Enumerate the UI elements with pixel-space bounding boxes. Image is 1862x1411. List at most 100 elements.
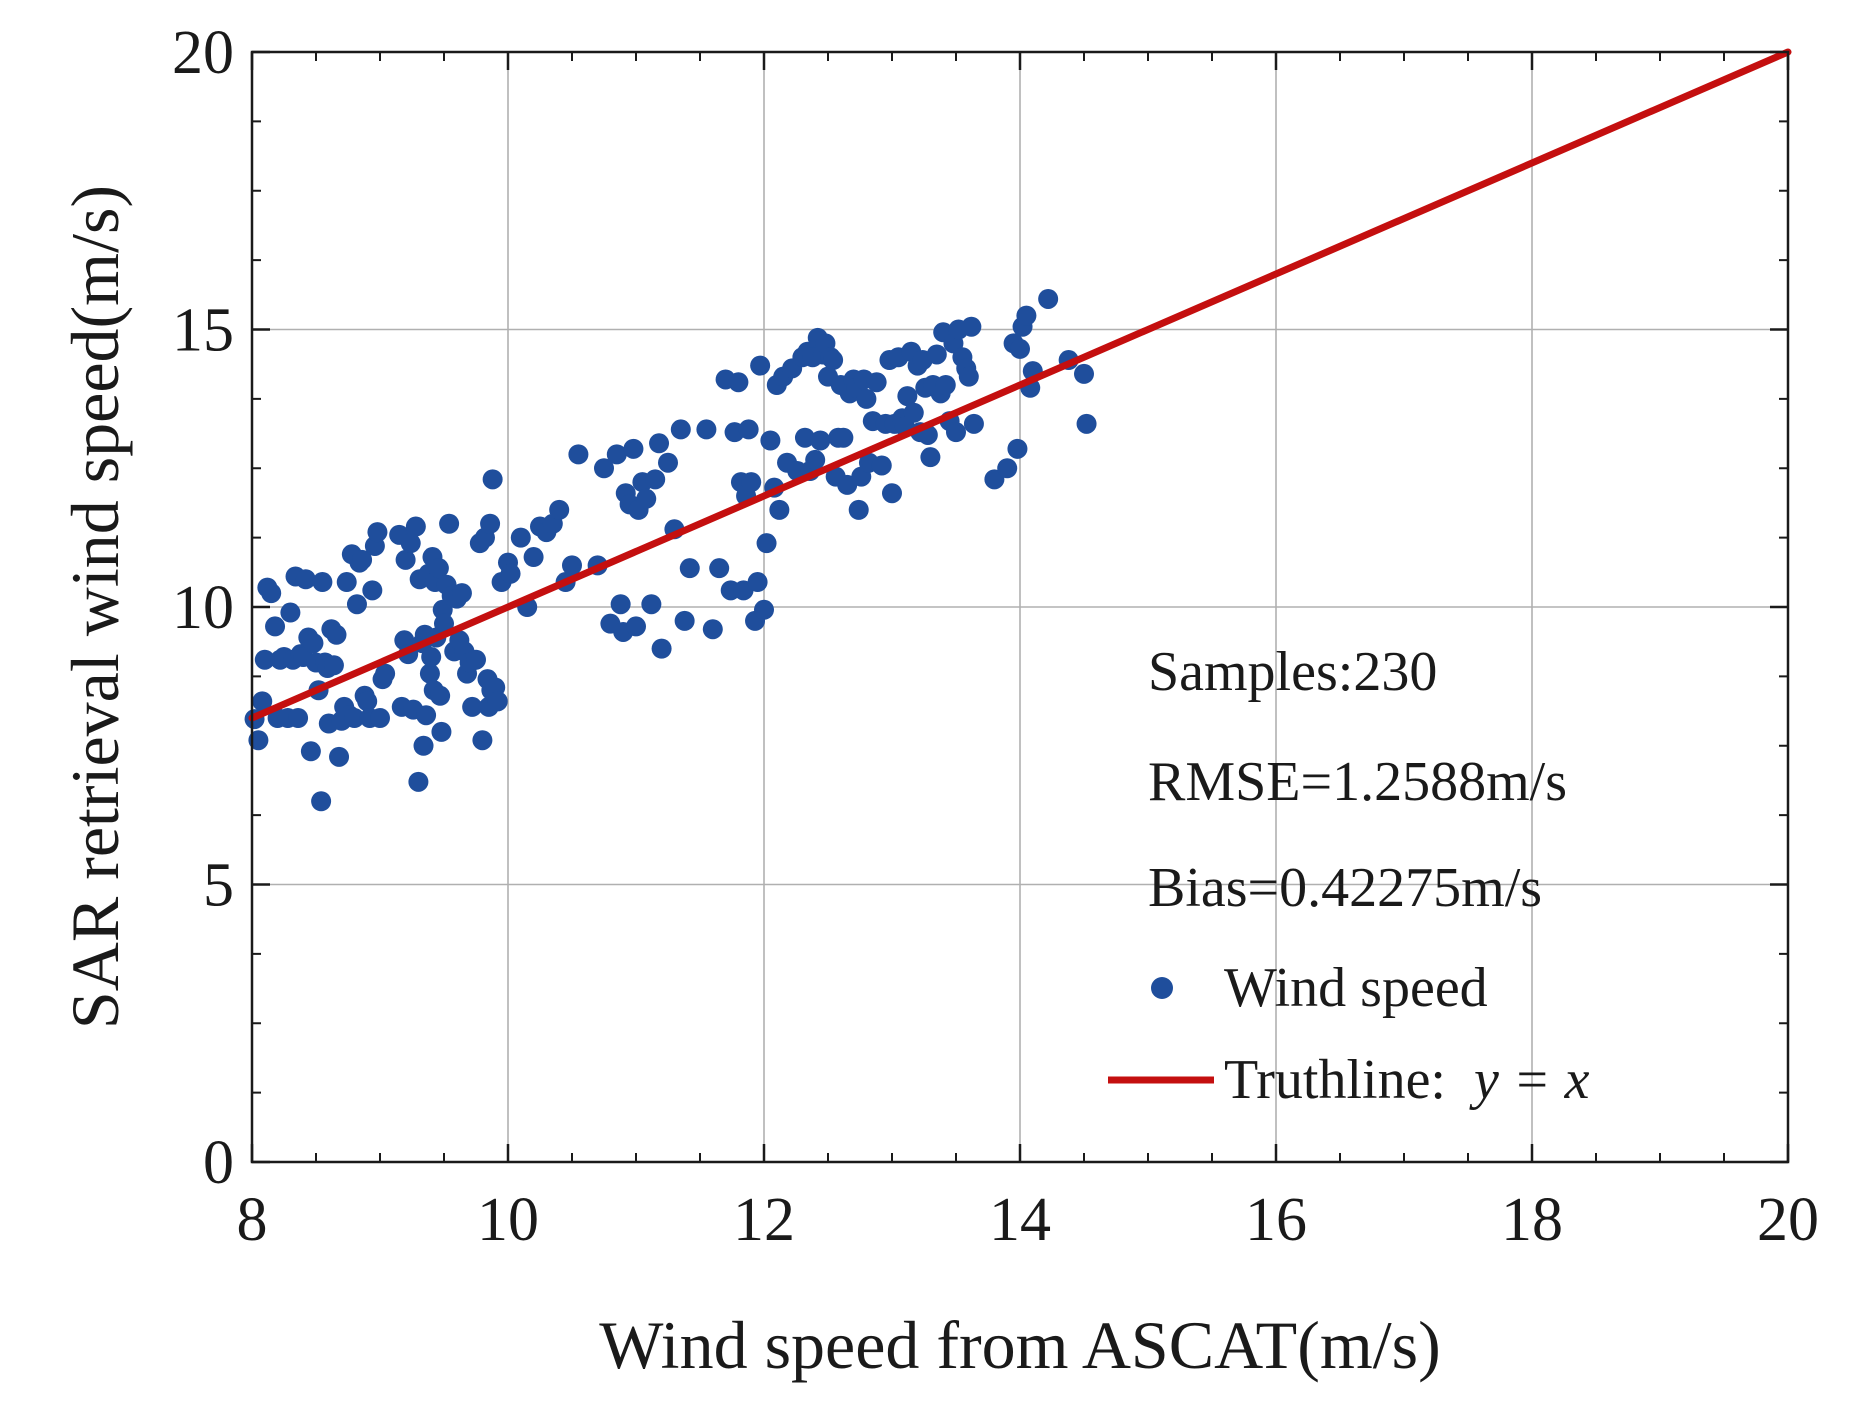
data-point: [897, 386, 918, 407]
scatter-points: [244, 288, 1097, 812]
legend-line-label: Truthline: y = x: [1224, 1049, 1590, 1111]
data-point: [523, 547, 544, 568]
data-point: [500, 563, 521, 584]
data-point: [856, 388, 877, 409]
data-point: [254, 649, 275, 670]
data-point: [794, 427, 815, 448]
data-point: [370, 708, 390, 728]
data-point: [487, 691, 508, 712]
data-point: [416, 705, 437, 726]
data-point: [408, 771, 429, 792]
data-point: [738, 419, 759, 440]
data-point: [300, 741, 321, 762]
data-point: [265, 616, 286, 637]
data-point: [709, 558, 730, 579]
data-point: [882, 483, 902, 504]
truthline: [248, 48, 1792, 722]
data-point: [261, 583, 282, 604]
data-point: [1076, 413, 1097, 434]
data-point: [280, 602, 301, 623]
data-point: [1038, 288, 1059, 309]
data-point: [295, 569, 316, 590]
legend: Wind speed Truthline: y = x: [1108, 957, 1590, 1111]
data-point: [645, 469, 666, 490]
data-point: [670, 419, 691, 440]
data-point: [352, 549, 373, 570]
y-tick-label: 15: [172, 297, 234, 365]
data-point: [702, 619, 723, 640]
data-point: [636, 488, 657, 509]
data-point: [419, 663, 440, 684]
data-point: [326, 624, 347, 645]
data-point: [367, 522, 388, 543]
data-point: [728, 372, 749, 393]
rmse-annotation: RMSE=1.2588m/s: [1148, 751, 1567, 813]
legend-line-label-prefix: Truthline:: [1224, 1049, 1460, 1111]
y-tick-label: 20: [172, 19, 234, 87]
data-point: [750, 355, 771, 376]
data-point: [926, 344, 947, 365]
data-point: [568, 444, 589, 465]
y-tick-labels: 0 5 10 15 20: [172, 19, 234, 1197]
data-point: [395, 549, 416, 570]
data-point: [920, 447, 941, 468]
data-point: [823, 350, 844, 371]
data-point: [649, 433, 670, 454]
data-point: [741, 472, 762, 493]
data-point: [963, 413, 984, 434]
data-point: [754, 599, 774, 620]
data-point: [641, 594, 662, 615]
data-point: [480, 513, 501, 534]
data-point: [674, 610, 695, 631]
data-point: [472, 730, 493, 751]
data-point: [346, 594, 367, 615]
data-point: [311, 791, 332, 812]
plot-frame: [250, 50, 1790, 1164]
data-point: [679, 558, 700, 579]
data-point: [329, 746, 350, 767]
data-point: [747, 572, 768, 593]
data-point: [549, 499, 570, 520]
data-point: [958, 366, 979, 387]
data-point: [810, 430, 831, 451]
legend-scatter-label: Wind speed: [1224, 957, 1488, 1019]
data-point: [1010, 338, 1030, 359]
data-point: [1074, 363, 1094, 384]
data-point: [451, 583, 472, 604]
data-point: [903, 402, 924, 423]
data-point: [375, 663, 396, 684]
data-point: [871, 455, 892, 476]
x-tick-label: 20: [1757, 1186, 1819, 1254]
y-tick-label: 0: [203, 1129, 234, 1197]
y-tick-label: 10: [172, 574, 234, 642]
y-tick-label: 5: [203, 852, 234, 920]
data-point: [1016, 305, 1037, 326]
data-point: [866, 372, 887, 393]
truthline-layer: [248, 48, 1792, 722]
data-point: [510, 527, 531, 548]
data-point: [428, 558, 449, 579]
minor-ticks: [252, 52, 1788, 1162]
data-point: [760, 430, 781, 451]
x-tick-label: 10: [477, 1186, 539, 1254]
data-point: [482, 469, 503, 490]
data-point: [439, 513, 460, 534]
legend-scatter-marker: [1151, 977, 1173, 999]
data-point: [848, 499, 869, 520]
x-tick-label: 16: [1245, 1186, 1307, 1254]
data-point: [756, 533, 777, 554]
data-point: [594, 458, 614, 479]
data-point: [400, 533, 421, 554]
x-tick-labels: 8 10 12 14 16 18 20: [237, 1186, 1820, 1254]
x-tick-label: 8: [237, 1186, 268, 1254]
data-point: [413, 735, 434, 756]
data-point: [626, 616, 646, 637]
data-point: [430, 685, 451, 706]
data-point: [606, 444, 627, 465]
data-point: [421, 646, 442, 667]
data-point: [344, 708, 365, 728]
data-point: [658, 452, 678, 473]
data-point: [248, 730, 269, 751]
data-point: [562, 555, 582, 576]
y-axis-title: SAR retrieval wind speed(m/s): [57, 185, 133, 1029]
